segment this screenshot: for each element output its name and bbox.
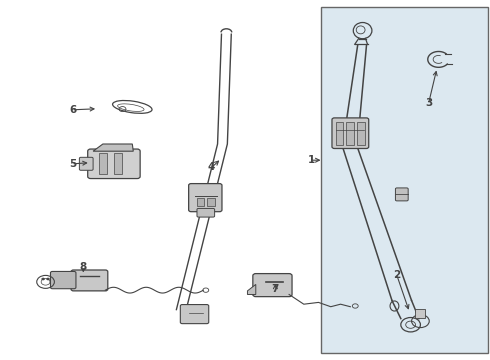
Circle shape [42,278,45,280]
FancyBboxPatch shape [50,271,76,289]
Bar [207,198,215,206]
FancyBboxPatch shape [332,118,368,149]
FancyBboxPatch shape [395,188,408,201]
FancyBboxPatch shape [189,184,222,212]
Bar [99,153,107,174]
FancyBboxPatch shape [180,305,209,324]
Polygon shape [247,284,256,294]
Circle shape [47,278,49,280]
Bar [346,122,354,145]
FancyBboxPatch shape [253,274,292,297]
Bar [415,309,425,318]
FancyBboxPatch shape [88,149,140,179]
Text: 3: 3 [425,98,432,108]
Text: 7: 7 [271,284,279,294]
FancyBboxPatch shape [197,208,215,217]
Text: 5: 5 [69,159,76,169]
Bar [357,122,365,145]
Bar [336,122,343,145]
Text: 1: 1 [308,155,315,165]
Text: 2: 2 [393,270,400,280]
FancyBboxPatch shape [71,270,108,291]
Text: 8: 8 [80,262,87,272]
Bar [114,153,122,174]
FancyBboxPatch shape [79,157,93,170]
Polygon shape [93,144,133,151]
Text: 4: 4 [208,162,216,172]
Bar [321,7,488,353]
Bar [197,198,204,206]
Text: 6: 6 [69,105,76,115]
